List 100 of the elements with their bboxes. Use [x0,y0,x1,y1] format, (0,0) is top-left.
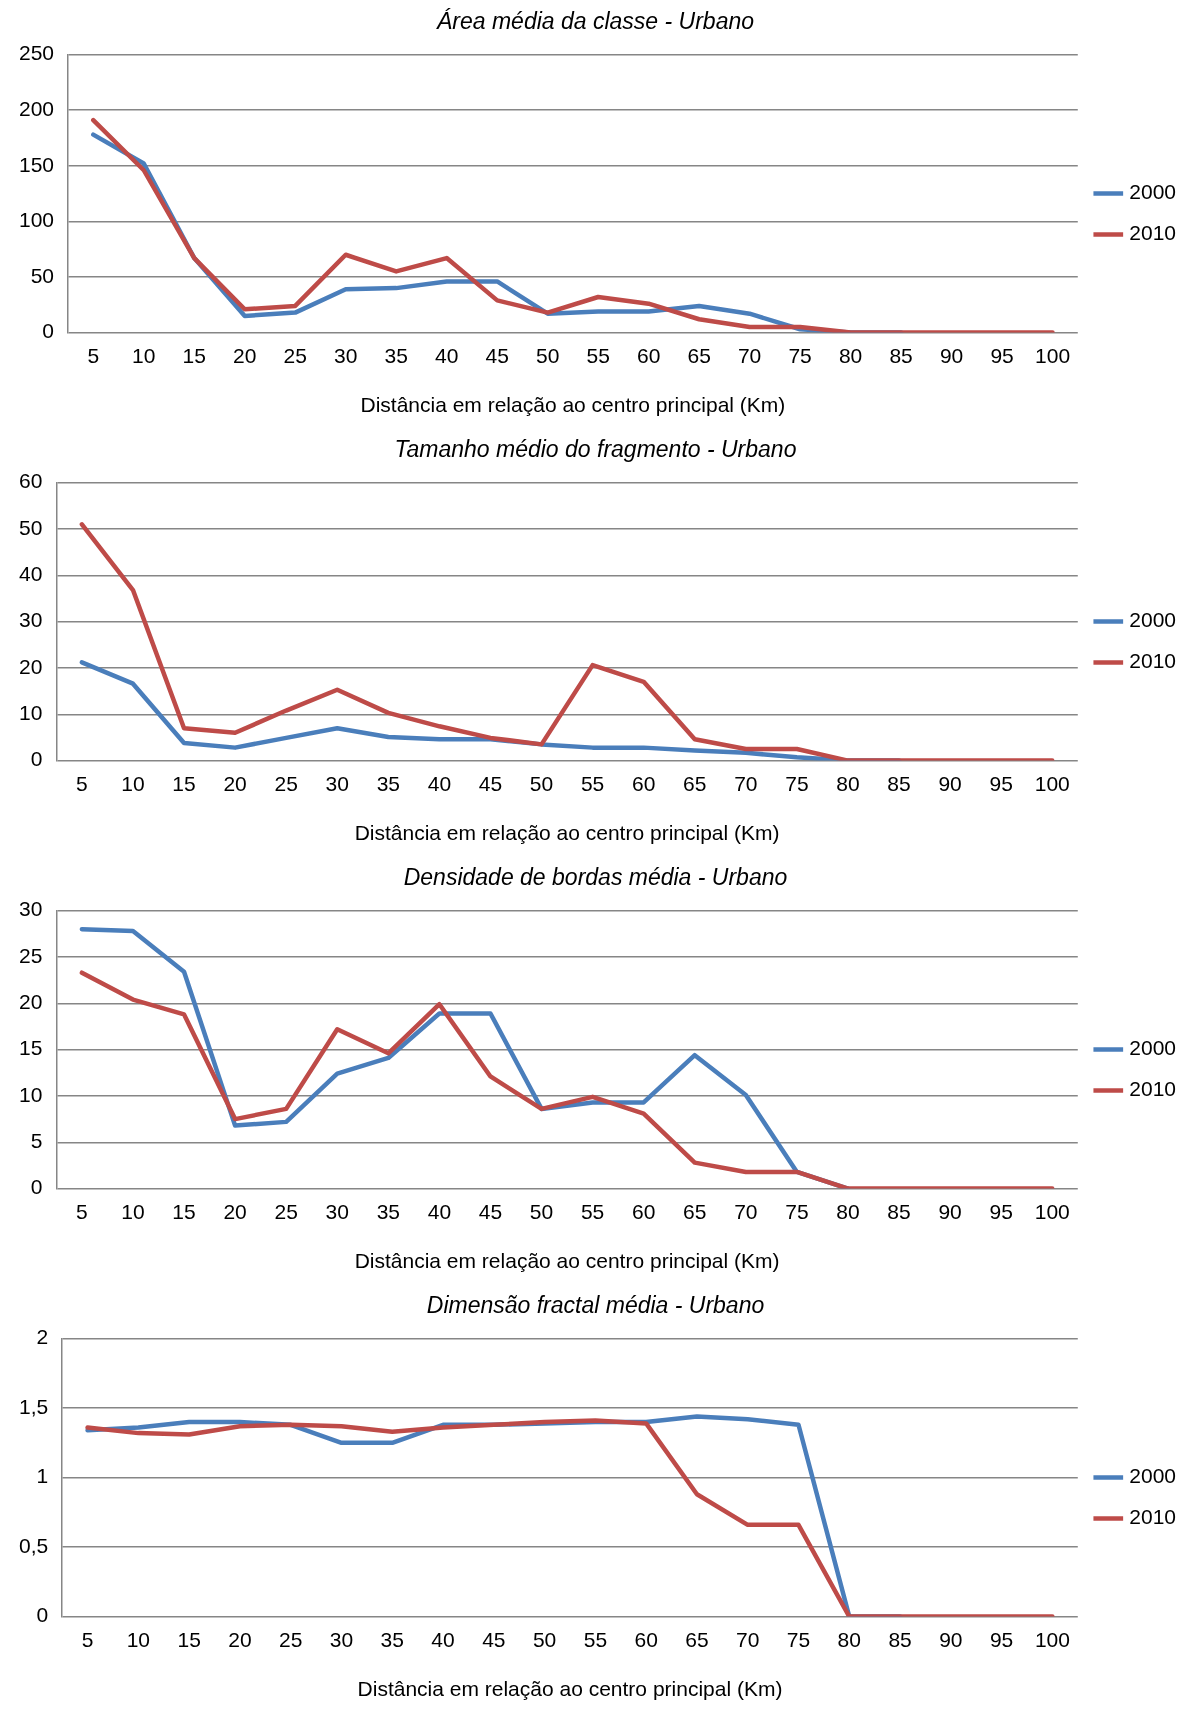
y-tick-label: 1,5 [18,1394,49,1418]
x-tick-label: 40 [427,772,452,795]
x-tick-label: 10 [121,772,145,795]
y-tick-label: 10 [19,1082,43,1106]
x-tick-label: 55 [580,1200,605,1223]
y-tick-label: 60 [19,469,43,493]
x-tick-label: 20 [228,1628,252,1651]
x-tick-label: 65 [683,1200,707,1223]
x-tick-label: 90 [939,344,964,367]
x-tick-label: 50 [535,344,560,367]
x-tick-label: 95 [989,772,1013,795]
y-tick-label: 0,5 [18,1533,49,1557]
x-tick-label: 100 [1035,344,1071,367]
x-tick-label: 35 [380,1628,404,1651]
x-tick-label: 90 [939,1628,963,1651]
x-tick-label: 100 [1034,1628,1070,1651]
x-tick-label: 45 [478,1200,503,1223]
x-tick-label: 60 [632,1200,656,1223]
x-tick-label: 50 [529,772,554,795]
x-tick-label: 20 [233,344,257,367]
y-tick-label: 20 [19,990,43,1014]
x-axis-title: Distância em relação ao centro principal (Km) [357,1677,783,1701]
x-tick-label: 5 [76,1200,88,1223]
y-tick-label: 50 [30,263,55,287]
legend-label: 2000 [1129,180,1176,204]
x-tick-label: 85 [887,772,911,795]
x-tick-label: 65 [687,344,711,367]
x-tick-label: 10 [132,344,156,367]
y-tick-label: 200 [18,97,55,120]
chart-title: Área média da classe - Urbano [435,8,755,35]
y-tick-label: 10 [19,701,43,725]
x-tick-label: 85 [887,1200,911,1223]
y-tick-label: 1 [36,1464,49,1488]
x-tick-label: 50 [532,1628,557,1651]
x-tick-label: 60 [636,344,661,367]
y-tick-label: 25 [19,943,43,967]
x-tick-label: 70 [736,1628,760,1651]
x-tick-label: 15 [172,772,196,795]
legend-label: 2010 [1129,221,1176,245]
x-tick-label: 15 [182,344,206,367]
y-tick-label: 5 [30,1129,43,1153]
legend-label: 2010 [1129,649,1176,673]
x-tick-label: 95 [989,1628,1014,1651]
x-axis-title: Distância em relação ao centro principal (Km) [354,1249,780,1273]
x-tick-label: 40 [435,344,459,367]
y-tick-label: 15 [19,1036,43,1060]
y-tick-label: 250 [18,41,55,65]
x-tick-label: 10 [126,1628,151,1651]
x-tick-label: 75 [785,772,809,795]
y-tick-label: 40 [19,562,43,586]
x-tick-label: 45 [478,772,503,795]
legend-label: 2010 [1129,1505,1176,1529]
x-tick-label: 35 [376,1200,400,1223]
x-tick-label: 15 [177,1628,201,1651]
x-tick-label: 25 [274,1200,298,1223]
x-tick-label: 50 [529,1200,554,1223]
x-tick-label: 30 [334,344,358,367]
legend-label: 2010 [1129,1077,1176,1101]
x-tick-label: 25 [274,772,298,795]
x-tick-label: 95 [990,344,1014,367]
y-tick-label: 2 [36,1325,49,1349]
x-tick-label: 70 [734,1200,758,1223]
y-tick-label: 0 [30,1175,43,1199]
chart-title: Dimensão fractal média - Urbano [426,1292,765,1319]
x-tick-label: 15 [172,1200,196,1223]
y-tick-label: 0 [30,747,43,771]
x-tick-label: 20 [223,772,247,795]
x-axis-title: Distância em relação ao centro principal (Km) [354,821,780,845]
x-tick-label: 70 [734,772,758,795]
x-tick-label: 55 [583,1628,608,1651]
x-tick-label: 90 [938,1200,962,1223]
x-tick-label: 75 [786,1628,811,1651]
x-tick-label: 30 [325,1200,349,1223]
x-tick-label: 40 [431,1628,455,1651]
x-tick-label: 65 [685,1628,709,1651]
x-tick-label: 10 [121,1200,145,1223]
x-tick-label: 25 [283,344,307,367]
x-tick-label: 75 [788,344,812,367]
x-tick-label: 20 [223,1200,247,1223]
y-tick-label: 0 [42,319,55,343]
x-tick-label: 55 [580,772,605,795]
x-tick-label: 30 [325,772,349,795]
x-tick-label: 85 [889,344,913,367]
x-tick-label: 100 [1034,1200,1070,1223]
x-tick-label: 80 [837,1628,861,1651]
chart-title: Tamanho médio do fragmento - Urbano [394,436,797,463]
x-tick-label: 35 [376,772,400,795]
x-tick-label: 40 [427,1200,452,1223]
legend-label: 2000 [1129,1464,1176,1488]
y-tick-label: 20 [19,654,43,678]
x-tick-label: 90 [938,772,962,795]
y-tick-label: 0 [36,1603,49,1627]
legend-label: 2000 [1129,1036,1176,1060]
chart-title: Densidade de bordas média - Urbano [403,864,788,891]
y-tick-label: 100 [18,208,55,232]
x-tick-label: 65 [683,772,707,795]
x-tick-label: 45 [485,344,509,367]
x-tick-label: 60 [634,1628,658,1651]
x-tick-label: 80 [836,1200,860,1223]
x-tick-label: 85 [888,1628,912,1651]
